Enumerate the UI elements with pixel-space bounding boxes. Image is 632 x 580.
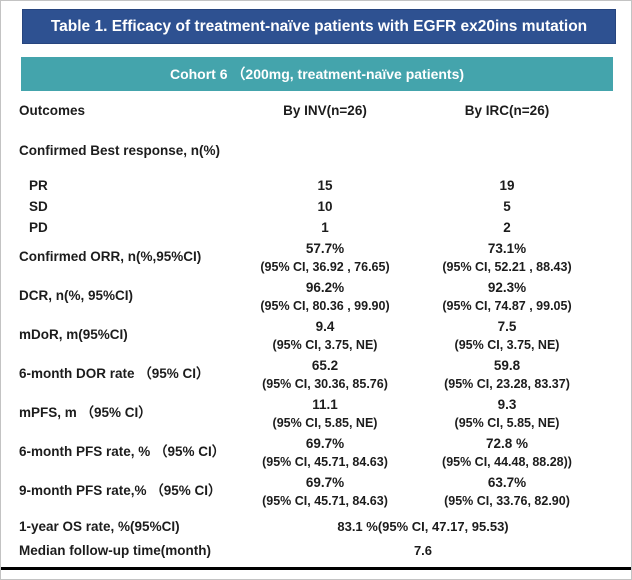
- column-header-irc: By IRC(n=26): [464, 102, 550, 118]
- table-row-mpfs: mPFS, m （95% CI） 11.1 (95% CI, 5.85, NE)…: [19, 394, 631, 433]
- table-row-pd: PD 1 2: [19, 217, 631, 238]
- irc-value: 63.7%: [487, 474, 527, 490]
- row-label: SD: [29, 199, 48, 214]
- table-row-median-followup: Median follow-up time(month) 7.6: [19, 538, 631, 562]
- irc-value: 59.8: [493, 357, 521, 373]
- irc-value: 7.5: [497, 318, 517, 334]
- inv-value: 69.7%: [305, 435, 345, 451]
- row-label: PR: [29, 178, 48, 193]
- irc-value: 19: [499, 178, 515, 193]
- table-title: Table 1. Efficacy of treatment-naïve pat…: [50, 17, 588, 35]
- row-label: 9-month PFS rate,% （95% CI）: [19, 483, 222, 499]
- table-row-sd: SD 10 5: [19, 196, 631, 217]
- inv-ci: (95% CI, 30.36, 85.76): [262, 376, 388, 391]
- section-row-best-response: Confirmed Best response, n(%): [19, 137, 631, 163]
- row-label: 6-month PFS rate, % （95% CI）: [19, 444, 226, 460]
- irc-ci: (95% CI, 3.75, NE): [454, 337, 560, 352]
- inv-value: 69.7%: [305, 474, 345, 490]
- table-row-6m-pfs: 6-month PFS rate, % （95% CI） 69.7% (95% …: [19, 433, 631, 472]
- row-label: mDoR, m(95%CI): [19, 327, 128, 343]
- inv-value: 1: [321, 220, 329, 235]
- irc-ci: (95% CI, 74.87 , 99.05): [442, 298, 572, 313]
- cohort-header: Cohort 6 （200mg, treatment-naïve patient…: [169, 66, 465, 82]
- irc-ci: (95% CI, 23.28, 83.37): [444, 376, 570, 391]
- inv-value: 10: [317, 199, 333, 214]
- inv-ci: (95% CI, 3.75, NE): [272, 337, 378, 352]
- irc-value: 92.3%: [487, 279, 527, 295]
- table-row-dcr: DCR, n(%, 95%CI) 96.2% (95% CI, 80.36 , …: [19, 277, 631, 316]
- table-row-mdor: mDoR, m(95%CI) 9.4 (95% CI, 3.75, NE) 7.…: [19, 316, 631, 355]
- inv-ci: (95% CI, 36.92 , 76.65): [260, 259, 390, 274]
- column-header-inv: By INV(n=26): [283, 102, 367, 118]
- inv-value: 11.1: [312, 396, 338, 412]
- inv-ci: (95% CI, 80.36 , 99.90): [260, 298, 390, 313]
- irc-value: 9.3: [497, 396, 517, 412]
- table-row-orr: Confirmed ORR, n(%,95%CI) 57.7% (95% CI,…: [19, 238, 631, 277]
- irc-value: 5: [503, 199, 511, 214]
- table-header-row: Outcomes By INV(n=26) By IRC(n=26): [19, 97, 631, 123]
- table-row-9m-pfs: 9-month PFS rate,% （95% CI） 69.7% (95% C…: [19, 472, 631, 511]
- merged-value: 7.6: [413, 542, 433, 558]
- inv-value: 57.7%: [305, 240, 345, 256]
- bottom-rule: [1, 567, 631, 570]
- inv-value: 9.4: [315, 318, 335, 334]
- inv-ci: (95% CI, 45.71, 84.63): [262, 493, 388, 508]
- inv-ci: (95% CI, 45.71, 84.63): [262, 454, 388, 469]
- row-label: mPFS, m （95% CI）: [19, 405, 152, 421]
- inv-value: 65.2: [311, 357, 339, 373]
- row-label: Confirmed ORR, n(%,95%CI): [19, 249, 202, 265]
- inv-value: 15: [317, 178, 333, 193]
- irc-ci: (95% CI, 5.85, NE): [454, 415, 560, 430]
- row-label: PD: [29, 220, 48, 235]
- cohort-header-banner: Cohort 6 （200mg, treatment-naïve patient…: [21, 57, 613, 91]
- inv-value: 96.2%: [305, 279, 345, 295]
- section-header: Confirmed Best response, n(%): [19, 142, 221, 158]
- column-header-outcomes: Outcomes: [19, 102, 86, 118]
- irc-ci: (95% CI, 33.76, 82.90): [444, 493, 570, 508]
- row-label: 6-month DOR rate （95% CI）: [19, 366, 210, 382]
- inv-ci: (95% CI, 5.85, NE): [272, 415, 378, 430]
- row-label: Median follow-up time(month): [19, 542, 211, 558]
- irc-ci: (95% CI, 52.21 , 88.43): [442, 259, 572, 274]
- table-title-banner: Table 1. Efficacy of treatment-naïve pat…: [22, 9, 616, 44]
- table-row-6m-dor: 6-month DOR rate （95% CI） 65.2 (95% CI, …: [19, 355, 631, 394]
- row-label: DCR, n(%, 95%CI): [19, 288, 134, 304]
- table-row-1y-os: 1-year OS rate, %(95%CI) 83.1 %(95% CI, …: [19, 515, 631, 538]
- irc-value: 2: [503, 220, 511, 235]
- row-label: 1-year OS rate, %(95%CI): [19, 519, 180, 534]
- table-row-pr: PR 15 19: [19, 175, 631, 196]
- irc-value: 73.1%: [487, 240, 527, 256]
- irc-ci: (95% CI, 44.48, 88.28)): [442, 454, 572, 469]
- efficacy-table: Outcomes By INV(n=26) By IRC(n=26) Confi…: [1, 91, 631, 562]
- irc-value: 72.8 %: [485, 435, 529, 451]
- merged-value: 83.1 %(95% CI, 47.17, 95.53): [337, 519, 509, 534]
